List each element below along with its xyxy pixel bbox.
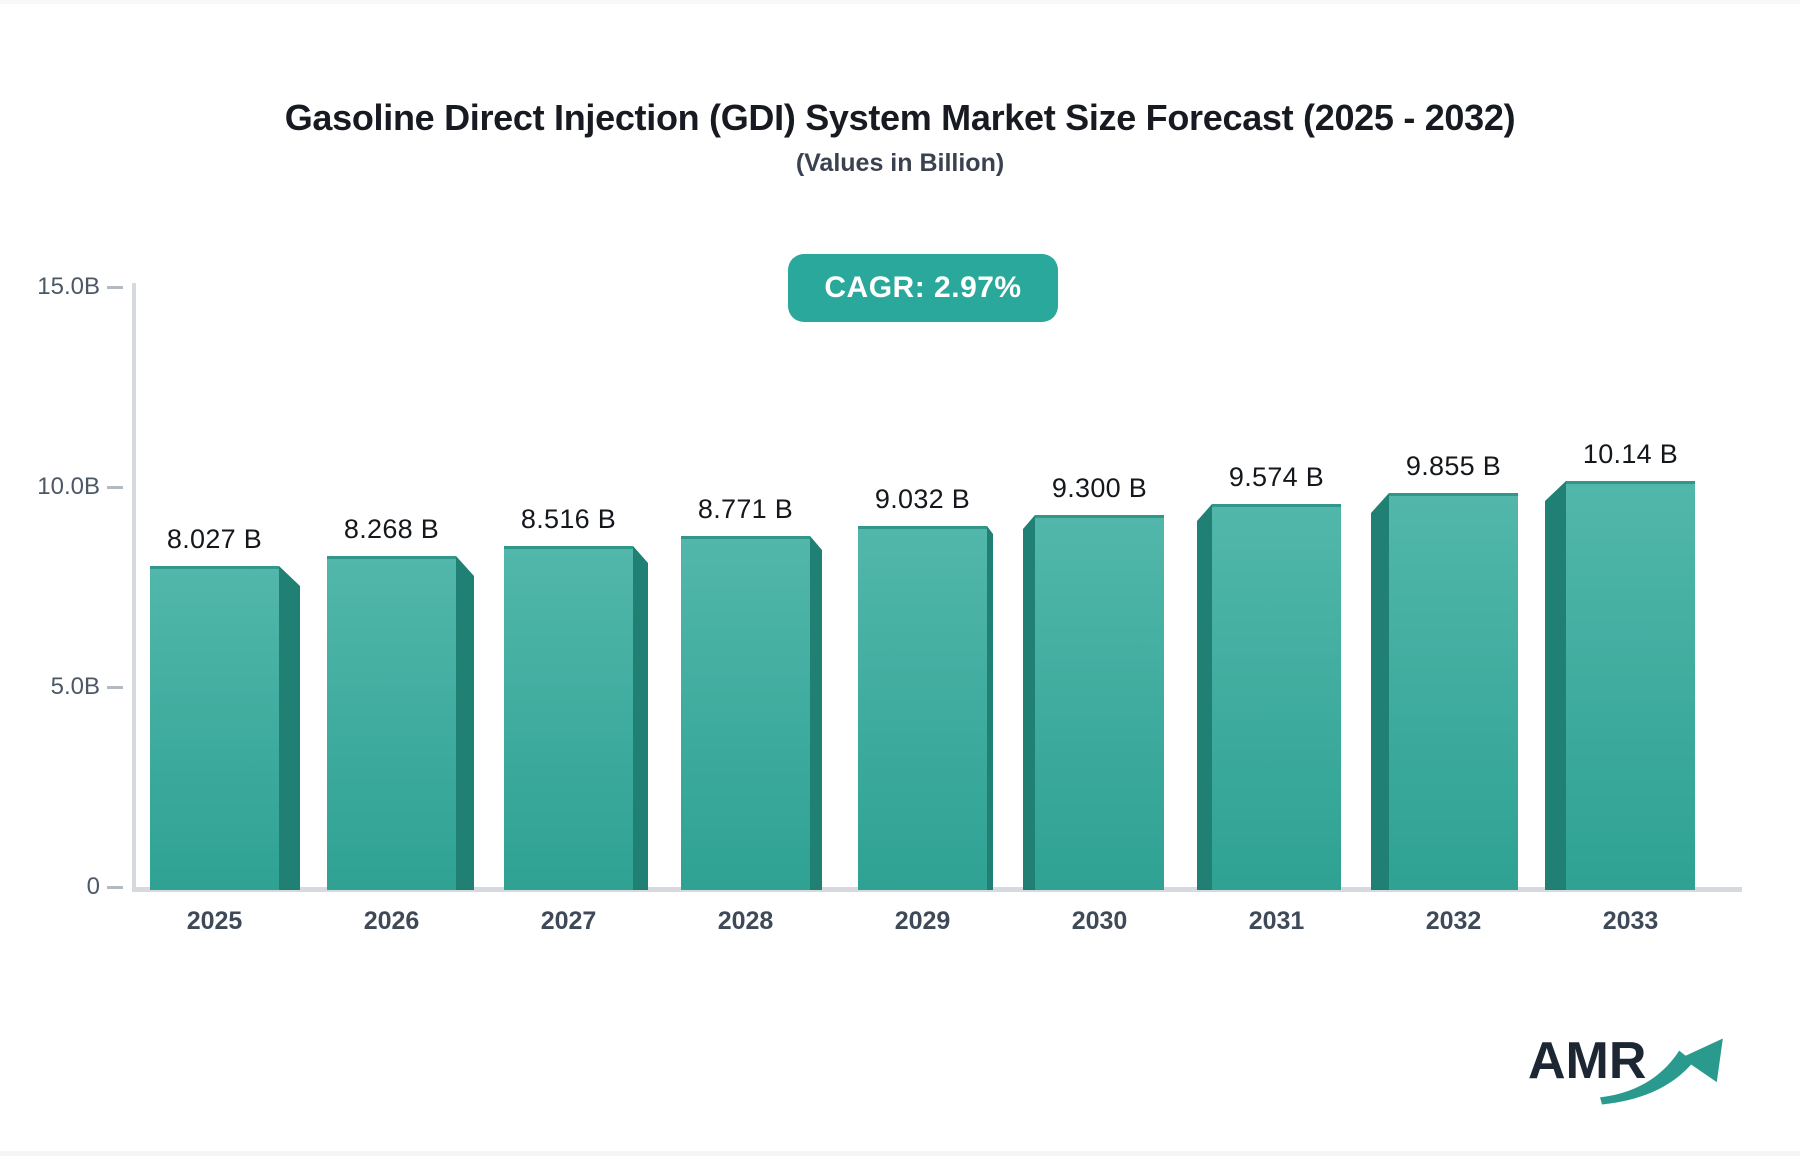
y-tick-label: 10.0B xyxy=(37,473,100,500)
y-tick-label: 0 xyxy=(86,873,100,900)
y-tick-dash xyxy=(107,286,123,289)
bar-side-panel xyxy=(987,526,993,890)
top-edge-strip xyxy=(0,0,1800,4)
bar xyxy=(681,536,810,890)
bar-value-label: 8.516 B xyxy=(520,504,617,534)
bar-side-panel xyxy=(279,566,300,890)
x-tick-label: 2028 xyxy=(717,907,774,935)
bar-value-label: 8.268 B xyxy=(343,514,440,544)
amr-logo: AMR xyxy=(1528,1031,1738,1115)
bar-value-label: 8.771 B xyxy=(697,494,794,524)
bar-side-panel xyxy=(456,556,474,890)
cagr-badge: CAGR: 2.97% xyxy=(788,254,1058,322)
growth-arrow-icon xyxy=(1600,1038,1723,1105)
bar xyxy=(504,546,633,890)
bar-side-panel xyxy=(633,546,648,890)
cagr-badge-label: CAGR: 2.97% xyxy=(824,271,1022,304)
x-tick-label: 2030 xyxy=(1071,907,1128,935)
y-tick-dash xyxy=(107,886,123,889)
bar-side-panel xyxy=(1371,493,1389,890)
x-tick-label: 2029 xyxy=(894,907,951,935)
y-tick-label: 5.0B xyxy=(50,673,100,700)
y-tick-label: 15.0B xyxy=(37,273,100,300)
x-tick-label: 2026 xyxy=(363,907,420,935)
bottom-edge-strip xyxy=(0,1151,1800,1156)
chart-subtitle: (Values in Billion) xyxy=(795,149,1005,177)
y-axis-line xyxy=(132,283,136,892)
bar xyxy=(858,526,987,890)
bar-value-label: 10.14 B xyxy=(1582,439,1679,469)
chart-title: Gasoline Direct Injection (GDI) System M… xyxy=(284,97,1516,138)
bar xyxy=(1566,481,1695,890)
x-tick-label: 2031 xyxy=(1248,907,1305,935)
bar-side-panel xyxy=(810,536,822,890)
bar xyxy=(1389,493,1518,890)
x-tick-label: 2027 xyxy=(540,907,597,935)
bar-value-label: 9.300 B xyxy=(1051,473,1148,503)
bar-value-label: 8.027 B xyxy=(166,524,263,554)
bar-side-panel xyxy=(1023,515,1035,890)
bar-value-label: 9.855 B xyxy=(1405,451,1502,481)
bar-side-panel xyxy=(1545,481,1566,890)
bar xyxy=(150,566,279,890)
x-tick-label: 2032 xyxy=(1425,907,1482,935)
y-tick-dash xyxy=(107,486,123,489)
bar xyxy=(1035,515,1164,890)
x-tick-label: 2033 xyxy=(1602,907,1659,935)
y-tick-dash xyxy=(107,686,123,689)
bar-side-panel xyxy=(1197,504,1212,890)
x-tick-label: 2025 xyxy=(186,907,243,935)
bar-value-label: 9.574 B xyxy=(1228,462,1325,492)
bar xyxy=(327,556,456,890)
bar xyxy=(1212,504,1341,890)
bar-value-label: 9.032 B xyxy=(874,484,971,514)
amr-logo-text: AMR xyxy=(1528,1032,1647,1090)
